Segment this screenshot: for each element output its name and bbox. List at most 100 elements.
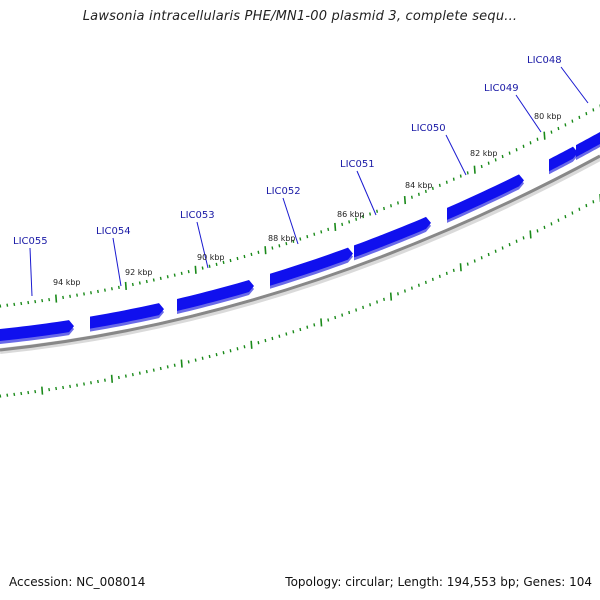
gene-label-lic052[interactable]: LIC052 <box>266 186 301 197</box>
tick-mark <box>27 300 30 305</box>
tick-mark <box>187 360 190 364</box>
tick-mark <box>48 387 51 392</box>
tick-mark <box>438 274 441 279</box>
tick-mark <box>83 382 86 386</box>
tick-mark <box>131 372 134 377</box>
tick-mark <box>20 301 23 306</box>
gene-label-lic048[interactable]: LIC048 <box>527 55 562 66</box>
tick-mark <box>313 323 316 327</box>
gene-label-lic050[interactable]: LIC050 <box>411 123 446 134</box>
tick-mark <box>494 249 497 253</box>
kbp-label: 82 kbp <box>470 149 498 158</box>
tick-mark <box>369 303 372 307</box>
tick-mark <box>159 366 162 371</box>
tick-mark <box>131 282 134 287</box>
kbp-label: 90 kbp <box>197 253 225 262</box>
tick-mark <box>376 209 379 213</box>
kbp-label: 92 kbp <box>125 268 153 277</box>
tick-mark <box>110 374 114 383</box>
tick-mark <box>306 235 309 239</box>
tick-mark <box>124 374 127 378</box>
sequence-summary: Topology: circular; Length: 194,553 bp; … <box>285 575 592 589</box>
tick-mark <box>48 297 51 302</box>
tick-mark <box>236 347 239 351</box>
tick-mark <box>103 378 106 382</box>
tick-mark <box>320 230 323 234</box>
tick-mark <box>501 154 504 159</box>
tick-mark <box>278 244 281 248</box>
gene-label-lic049[interactable]: LIC049 <box>484 83 519 94</box>
leader-line <box>356 170 377 216</box>
gene-label-lic054[interactable]: LIC054 <box>96 226 131 237</box>
tick-mark <box>69 384 72 388</box>
accession-text: Accession: NC_008014 <box>9 575 146 589</box>
tick-mark <box>550 222 553 226</box>
tick-mark <box>20 391 23 396</box>
tick-mark <box>487 252 490 257</box>
tick-mark <box>355 217 358 221</box>
tick-mark <box>257 250 260 254</box>
leader-line <box>445 134 467 176</box>
leader-line <box>112 237 122 287</box>
tick-mark <box>557 126 560 131</box>
tick-mark <box>69 294 72 298</box>
tick-mark <box>250 340 253 349</box>
tick-mark <box>438 183 441 187</box>
tick-mark <box>327 318 330 322</box>
tick-mark <box>236 256 239 261</box>
gene-label-lic053[interactable]: LIC053 <box>180 210 215 221</box>
tick-mark <box>166 365 169 369</box>
gene-labels: LIC055 LIC054 LIC053 LIC052 LIC051 LIC05… <box>13 55 562 247</box>
tick-mark <box>222 260 225 265</box>
gene-label-lic051[interactable]: LIC051 <box>340 159 375 170</box>
tick-mark <box>285 332 288 336</box>
tick-mark <box>543 225 546 230</box>
tick-mark <box>403 196 407 205</box>
tick-mark <box>480 164 483 169</box>
tick-mark <box>194 265 197 274</box>
tick-mark <box>515 148 518 152</box>
tick-mark <box>264 246 267 255</box>
tick-mark <box>215 352 218 357</box>
tick-mark <box>257 341 260 345</box>
tick-mark <box>159 276 162 281</box>
tick-mark <box>592 200 595 204</box>
tick-mark <box>529 230 532 239</box>
tick-mark <box>13 392 16 396</box>
tick-mark <box>348 220 351 224</box>
tick-mark <box>348 310 351 315</box>
tick-mark <box>173 363 176 367</box>
tick-mark <box>424 189 427 193</box>
tick-mark <box>90 291 92 295</box>
tick-mark <box>222 351 225 355</box>
tick-mark <box>90 381 92 385</box>
tick-mark <box>0 304 2 308</box>
tick-mark <box>522 144 525 148</box>
tick-mark <box>536 137 539 141</box>
tick-mark <box>215 262 218 266</box>
tick-mark <box>431 277 434 282</box>
tick-mark <box>292 239 295 243</box>
tick-mark <box>13 302 16 306</box>
tick-mark <box>501 246 504 250</box>
tick-mark <box>201 356 204 360</box>
tick-mark <box>194 358 197 362</box>
tick-mark <box>278 334 281 338</box>
gene-label-lic055[interactable]: LIC055 <box>13 236 48 247</box>
tick-mark <box>417 283 420 287</box>
tick-mark <box>145 279 148 284</box>
tick-mark <box>376 300 379 304</box>
tick-mark <box>124 281 127 291</box>
tick-mark <box>320 318 323 327</box>
tick-mark <box>355 308 358 312</box>
tick-mark <box>6 393 9 397</box>
tick-mark <box>271 246 274 250</box>
tick-mark <box>145 370 148 374</box>
tick-mark <box>564 214 567 219</box>
tick-mark <box>543 131 546 140</box>
leader-line <box>29 247 33 297</box>
gene-arrow <box>447 174 524 220</box>
tick-mark <box>334 222 337 231</box>
tick-mark <box>152 278 155 282</box>
